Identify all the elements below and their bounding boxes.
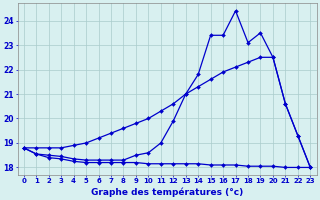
X-axis label: Graphe des températures (°c): Graphe des températures (°c) xyxy=(91,187,243,197)
